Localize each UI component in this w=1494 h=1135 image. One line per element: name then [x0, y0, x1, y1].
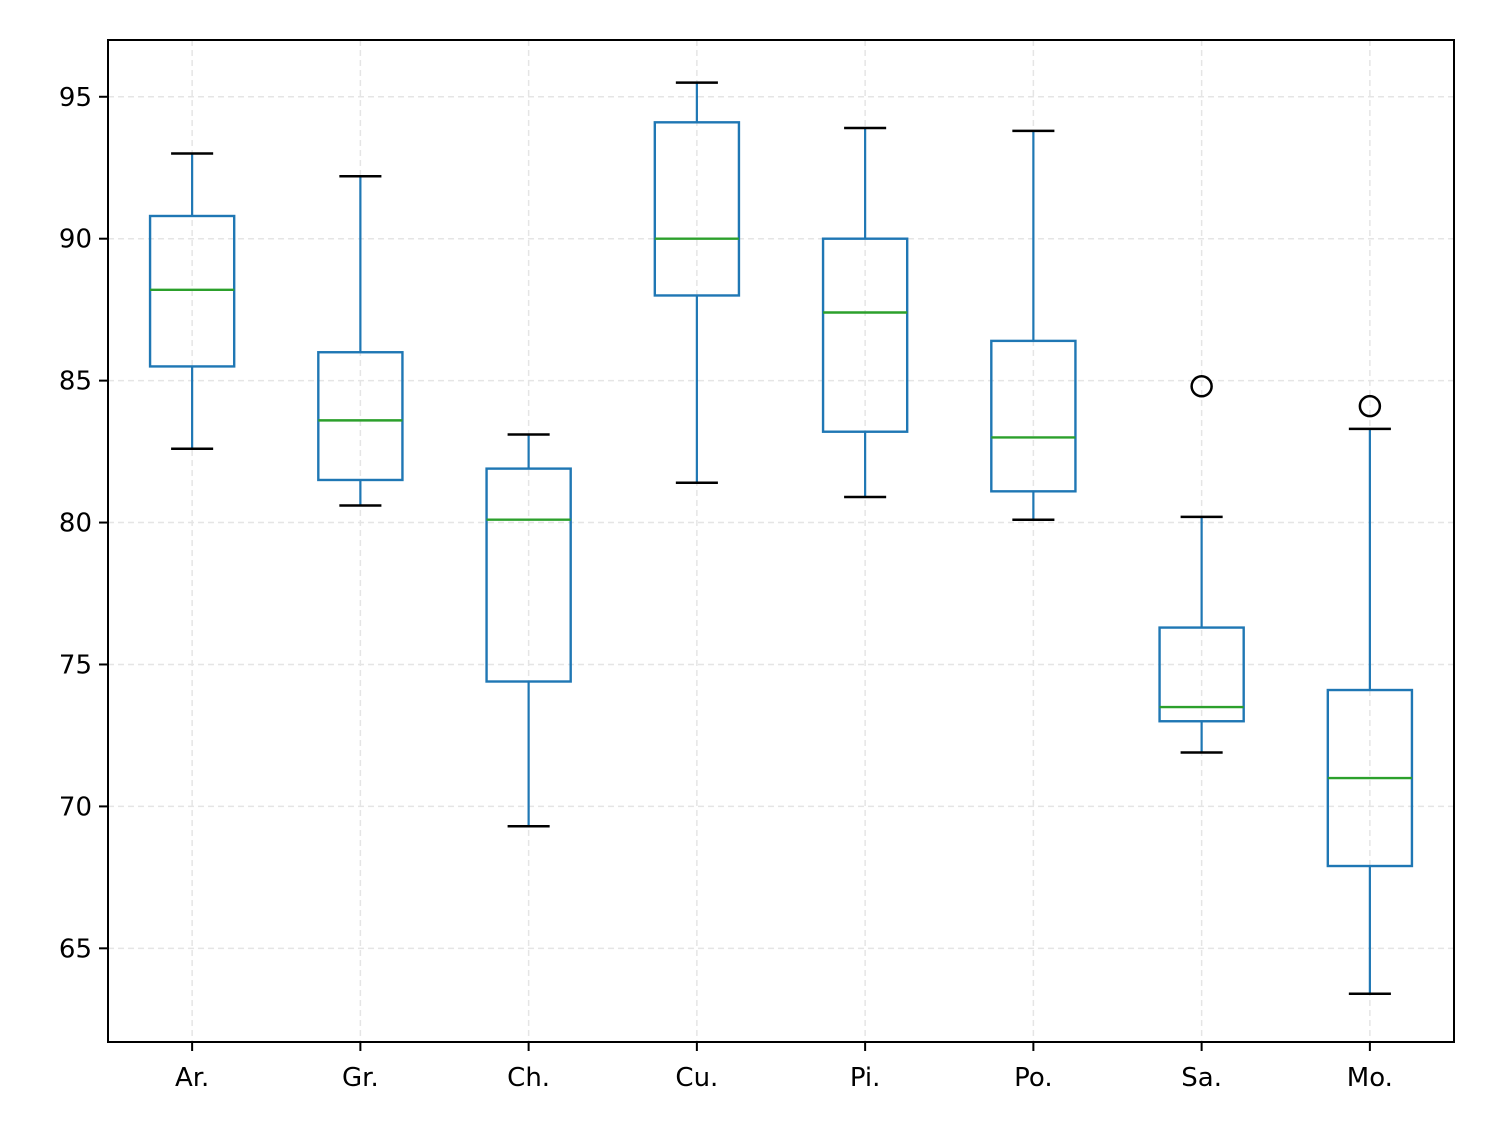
iqr-box	[485, 467, 572, 683]
iqr-box	[1158, 626, 1245, 723]
outlier-point	[1190, 375, 1213, 398]
x-tick-label: Pi.	[850, 1063, 881, 1093]
y-tick-label: 95	[59, 83, 92, 113]
y-tick-label: 85	[59, 367, 92, 397]
x-tick-label: Ar.	[175, 1063, 209, 1093]
box-group-sa	[1158, 375, 1245, 754]
iqr-box	[653, 121, 741, 297]
y-tick-label: 90	[59, 225, 92, 255]
axis-ticks: 65 70 75 80 85 90 95 Ar. Gr. Ch. Cu. Pi. Po. Sa. Mo.	[59, 83, 1393, 1093]
x-tick-label: Sa.	[1181, 1063, 1222, 1093]
box-group-mo	[1326, 394, 1414, 995]
plot-area-frame	[107, 39, 1455, 1043]
y-tick-label: 80	[59, 509, 92, 539]
x-tick-label: Gr.	[342, 1063, 379, 1093]
box-group-po	[990, 129, 1077, 521]
y-tick-label: 75	[59, 650, 92, 680]
iqr-box	[990, 339, 1077, 493]
box-group-ch	[485, 433, 572, 828]
y-tick-label: 65	[59, 934, 92, 964]
iqr-box	[821, 237, 909, 433]
y-tick-label: 70	[59, 792, 92, 822]
box-group-ar	[148, 152, 236, 450]
box-group-pi	[821, 126, 909, 499]
iqr-box	[148, 214, 236, 368]
box-series	[148, 81, 1414, 995]
x-tick-label: Ch.	[507, 1063, 550, 1093]
x-tick-label: Po.	[1014, 1063, 1052, 1093]
iqr-box	[317, 351, 404, 482]
box-group-cu	[653, 81, 741, 485]
x-tick-label: Cu.	[675, 1063, 718, 1093]
x-tick-label: Mo.	[1347, 1063, 1393, 1093]
box-group-gr	[317, 174, 404, 507]
outlier-point	[1358, 394, 1382, 418]
